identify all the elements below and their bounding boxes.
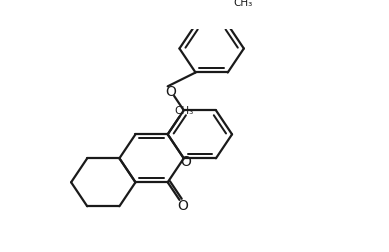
Text: CH₃: CH₃	[233, 0, 252, 8]
Text: O: O	[180, 155, 191, 169]
Text: O: O	[177, 198, 188, 212]
Text: CH₃: CH₃	[175, 105, 194, 115]
Text: O: O	[165, 84, 176, 99]
